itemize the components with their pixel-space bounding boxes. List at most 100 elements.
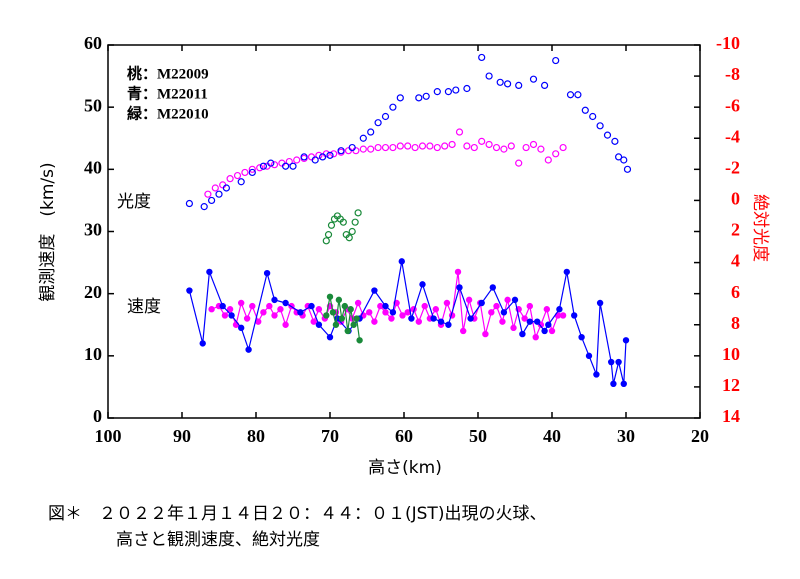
data-point xyxy=(335,296,343,304)
data-point xyxy=(329,309,337,316)
data-point xyxy=(186,287,193,294)
y2-tick-label: 6 xyxy=(731,282,740,302)
data-point xyxy=(485,140,493,149)
data-point xyxy=(359,145,367,153)
data-point xyxy=(327,221,336,229)
data-point xyxy=(515,159,523,167)
data-point xyxy=(271,312,278,319)
data-point xyxy=(243,315,251,322)
data-point xyxy=(293,156,301,164)
data-point xyxy=(500,145,508,153)
data-point xyxy=(507,142,515,150)
y2-tick-label: 4 xyxy=(731,251,740,271)
legend-text: 緑：M22010 xyxy=(127,104,209,122)
data-point xyxy=(245,346,252,353)
y2-tick-label: 12 xyxy=(722,375,740,395)
annotation: 光度 xyxy=(117,192,151,212)
data-point xyxy=(615,358,622,366)
y2-tick-label: -2 xyxy=(725,157,740,177)
data-point xyxy=(421,302,428,310)
data-point xyxy=(388,315,395,322)
data-point xyxy=(620,156,628,164)
x-tick-label: 20 xyxy=(691,426,709,446)
legend-text: 青：M22011 xyxy=(127,84,208,102)
data-point xyxy=(419,281,426,288)
legend-text: 桃：M22009 xyxy=(127,64,209,82)
data-point xyxy=(415,94,423,102)
data-point xyxy=(563,268,571,276)
data-point xyxy=(371,287,378,294)
x-tick-label: 40 xyxy=(543,426,561,446)
data-point xyxy=(611,137,619,145)
y2-tick-label: 14 xyxy=(722,406,740,426)
data-point xyxy=(522,143,530,152)
data-point xyxy=(418,142,427,150)
data-point xyxy=(256,164,264,172)
y-tick-label: 40 xyxy=(84,157,102,177)
data-point xyxy=(603,131,612,139)
data-point xyxy=(552,56,560,65)
data-point xyxy=(552,150,560,158)
data-point xyxy=(596,122,604,130)
data-point xyxy=(529,75,538,83)
data-point xyxy=(620,380,627,388)
data-point xyxy=(330,150,338,158)
data-point xyxy=(377,302,384,310)
data-point xyxy=(300,153,308,161)
data-point xyxy=(367,145,375,153)
data-point xyxy=(266,302,273,310)
x-tick-label: 80 xyxy=(247,426,265,446)
data-point xyxy=(437,318,445,325)
data-point xyxy=(353,315,360,322)
data-point xyxy=(260,309,267,316)
data-point xyxy=(443,299,451,307)
data-point xyxy=(237,178,245,186)
data-point xyxy=(347,306,354,313)
data-point xyxy=(492,143,501,152)
data-point xyxy=(381,143,390,152)
data-point xyxy=(248,165,256,173)
data-point xyxy=(521,315,528,322)
data-point xyxy=(310,318,317,325)
data-point xyxy=(566,91,575,99)
y2-tick-label: -10 xyxy=(716,33,740,53)
y-tick-label: 60 xyxy=(84,33,102,53)
x-tick-label: 100 xyxy=(95,426,122,446)
data-point xyxy=(478,53,486,62)
data-point xyxy=(341,302,348,310)
y-tick-label: 10 xyxy=(84,344,102,364)
x-axis-label: 高さ(km) xyxy=(368,458,442,478)
data-point xyxy=(532,333,539,341)
data-point xyxy=(430,315,437,322)
data-point xyxy=(208,196,216,205)
data-point xyxy=(545,321,552,328)
data-point xyxy=(200,203,208,211)
data-point xyxy=(326,151,334,159)
data-point xyxy=(493,302,500,310)
data-point xyxy=(596,299,604,307)
data-point xyxy=(441,142,449,150)
data-point xyxy=(574,91,582,99)
data-point xyxy=(622,337,630,344)
data-point xyxy=(404,142,412,150)
data-point xyxy=(519,330,526,338)
data-point xyxy=(556,306,563,313)
data-point xyxy=(422,92,430,100)
data-point xyxy=(543,306,551,313)
data-point xyxy=(371,318,378,325)
data-point xyxy=(315,306,323,313)
data-point xyxy=(382,309,389,316)
data-point xyxy=(559,312,567,319)
data-point xyxy=(433,143,441,152)
data-point xyxy=(322,237,330,245)
x-tick-label: 50 xyxy=(469,426,487,446)
data-point xyxy=(237,324,245,332)
data-point xyxy=(204,190,212,198)
data-point xyxy=(389,143,397,152)
data-point xyxy=(541,327,548,335)
data-point xyxy=(426,142,434,150)
data-point xyxy=(324,231,333,239)
data-point xyxy=(277,306,284,313)
data-point xyxy=(585,352,593,360)
